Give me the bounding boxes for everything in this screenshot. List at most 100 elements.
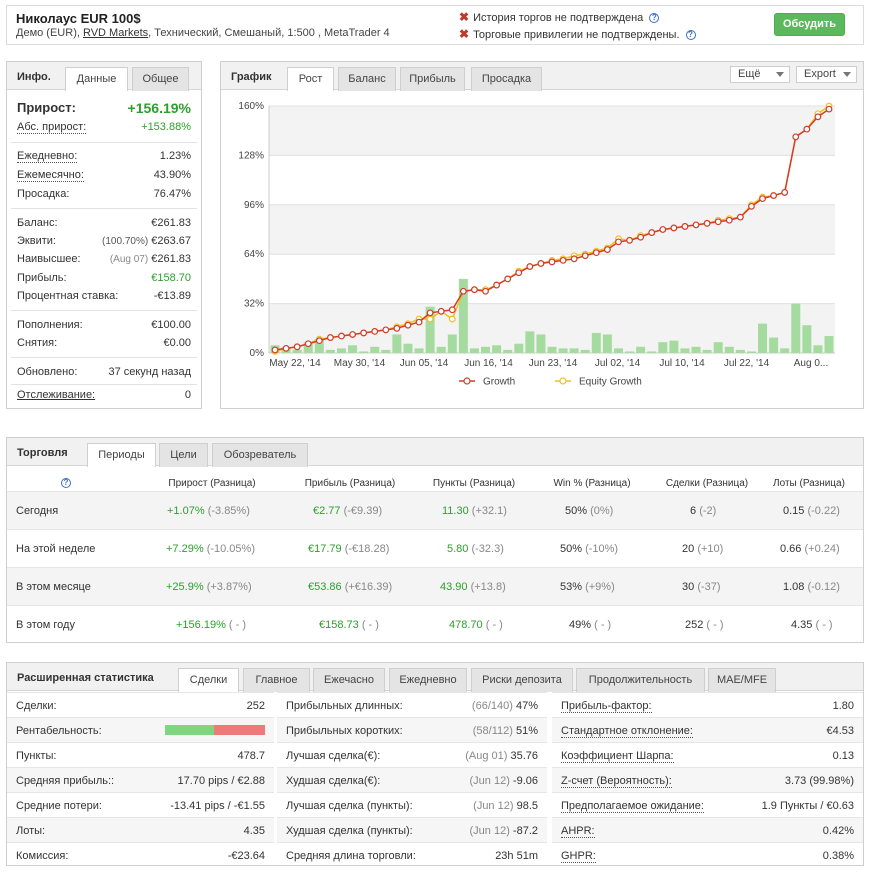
tab-risk[interactable]: Риски депозита	[471, 668, 573, 692]
tab-duration[interactable]: Продолжительность	[576, 668, 705, 692]
tab-trades[interactable]: Сделки	[178, 668, 239, 692]
tab-periods[interactable]: Периоды	[87, 443, 156, 467]
export-label: Export	[804, 68, 836, 80]
tab-summary[interactable]: Главное	[243, 668, 310, 692]
growth-point	[626, 236, 633, 244]
y-tick-label: 96%	[244, 200, 264, 211]
growth-point	[781, 189, 789, 196]
x-tick-label: Jul 02, '14	[595, 358, 641, 369]
stat-number: -€23.64	[227, 850, 265, 862]
stat-value: 0.13	[833, 750, 854, 762]
stat-row: Средние потери: -13.41 pips / -€1.55	[7, 792, 274, 817]
stat-number: 0.13	[832, 750, 854, 762]
cross-icon: ✖	[459, 10, 470, 24]
extended-header: Расширенная статистика Сделки Главное Еж…	[7, 663, 863, 692]
tab-goals[interactable]: Цели	[159, 443, 208, 467]
tab-mae-mfe[interactable]: MAE/MFE	[708, 668, 776, 692]
stat-number: 478.7	[237, 750, 265, 762]
profit-value: €53.86	[308, 581, 342, 593]
table-row: На этой неделе +7.29% (-10.05%) €17.79 (…	[7, 529, 863, 567]
monthly-label[interactable]: Ежемесячно:	[17, 169, 84, 182]
y-tick-label: 160%	[238, 101, 264, 112]
growth-chart[interactable]: 0% 32% 64% 96% 128% 160% May 22, '14 May 30, '1…	[221, 91, 863, 409]
drawdown-value: 76.47%	[153, 188, 191, 200]
tab-daily[interactable]: Ежедневно	[389, 668, 467, 692]
daily-row: Ежедневно: 1.23%	[17, 150, 191, 166]
profit-bar	[580, 349, 590, 353]
y-tick-label: 128%	[238, 150, 264, 161]
interest-value: -€13.89	[153, 290, 191, 302]
stat-row: Комиссия: -€23.64	[7, 842, 274, 867]
growth-point	[282, 344, 290, 352]
profit-bar	[292, 349, 302, 353]
header-lots: Лоты (Разница)	[773, 478, 845, 489]
growth-point	[326, 334, 334, 341]
stat-value: (Jun 12) 98.5	[473, 800, 538, 812]
growth-point	[570, 255, 578, 263]
stat-label[interactable]: GHPR:	[561, 850, 596, 863]
stat-number: -87.2	[512, 825, 538, 837]
stat-label: Рентабельность:	[16, 725, 102, 737]
profit-bar	[735, 349, 745, 353]
tab-growth[interactable]: Рост	[287, 67, 334, 91]
gain-value: +7.29%	[166, 543, 204, 555]
profit-bar	[802, 325, 812, 353]
deposits-row: Пополнения: €100.00	[17, 319, 191, 335]
win-value: 50%	[560, 543, 583, 555]
deposits-label: Пополнения:	[17, 319, 83, 331]
daily-label[interactable]: Ежедневно:	[17, 150, 78, 163]
tab-data[interactable]: Данные	[65, 67, 128, 91]
stat-label[interactable]: Стандартное отклонение:	[561, 725, 693, 738]
stat-row: Z-счет (Вероятность): 3.73 (99.98%)	[552, 767, 863, 792]
tracking-row: Отслеживание: 0	[17, 389, 191, 405]
stat-note: (Jun 12)	[469, 775, 510, 787]
help-icon[interactable]: ?	[61, 478, 71, 488]
equity-label: Эквити:	[17, 235, 56, 247]
stat-number: €4.53	[826, 725, 854, 737]
stat-row: Худшая сделка(€): (Jun 12) -9.06	[277, 767, 547, 792]
tab-hourly[interactable]: Ежечасно	[313, 668, 385, 692]
stat-value: -13.41 pips / -€1.55	[170, 800, 265, 812]
discuss-button[interactable]: Обсудить	[774, 13, 845, 36]
gain-label: Прирост:	[17, 100, 76, 115]
stat-label[interactable]: Z-счет (Вероятность):	[561, 775, 672, 788]
balance-row: Баланс: €261.83	[17, 217, 191, 233]
help-icon[interactable]: ?	[685, 30, 696, 40]
export-dropdown[interactable]: Export	[796, 66, 857, 83]
tab-balance[interactable]: Баланс	[338, 67, 396, 91]
tab-profit[interactable]: Прибыль	[400, 67, 465, 91]
stat-label[interactable]: Прибыль-фактор:	[561, 700, 652, 713]
table-row: Сегодня +1.07% (-3.85%) €2.77 (-€9.39) 1…	[7, 491, 863, 529]
stat-row: Прибыльных коротких: (58/112) 51%	[277, 717, 547, 742]
pips-diff: (+13.8)	[470, 581, 506, 593]
profit-bar	[824, 336, 834, 353]
stat-row: Прибыль-фактор: 1.80	[552, 692, 863, 717]
stat-number: 23h 51m	[495, 850, 538, 862]
stat-label[interactable]: Предполагаемое ожидание:	[561, 800, 704, 813]
more-dropdown[interactable]: Ещё	[730, 66, 790, 83]
trading-header: Торговля Периоды Цели Обозреватель	[7, 438, 863, 467]
warning-privileges: ✖ Торговые привилегии не подтверждены.?	[459, 27, 696, 41]
tab-browser[interactable]: Обозреватель	[212, 443, 308, 467]
stat-label: Прибыльных длинных:	[286, 700, 403, 712]
equity-point	[448, 315, 456, 323]
grid-band	[269, 106, 835, 156]
profit-bar	[636, 346, 646, 353]
help-icon[interactable]: ?	[649, 13, 660, 23]
profit-bar	[680, 348, 690, 353]
profit-segment	[165, 725, 214, 735]
pips-diff: (+32.1)	[471, 505, 507, 517]
broker-link[interactable]: RVD Markets	[82, 27, 149, 39]
tab-drawdown[interactable]: Просадка	[471, 67, 542, 91]
growth-point	[482, 287, 489, 295]
abs-gain-label[interactable]: Абс. прирост:	[17, 121, 87, 134]
stat-label[interactable]: Коэффициент Шарпа:	[561, 750, 674, 763]
stat-label[interactable]: AHPR:	[561, 825, 595, 838]
x-tick-label: Jun 05, '14	[400, 358, 449, 369]
tracking-link[interactable]: Отслеживание:	[17, 389, 96, 401]
profit-bar	[569, 348, 579, 353]
trades-value: 6	[690, 505, 697, 517]
profit-bar	[658, 342, 668, 353]
profit-bar	[492, 345, 502, 353]
tab-general[interactable]: Общее	[132, 67, 189, 91]
